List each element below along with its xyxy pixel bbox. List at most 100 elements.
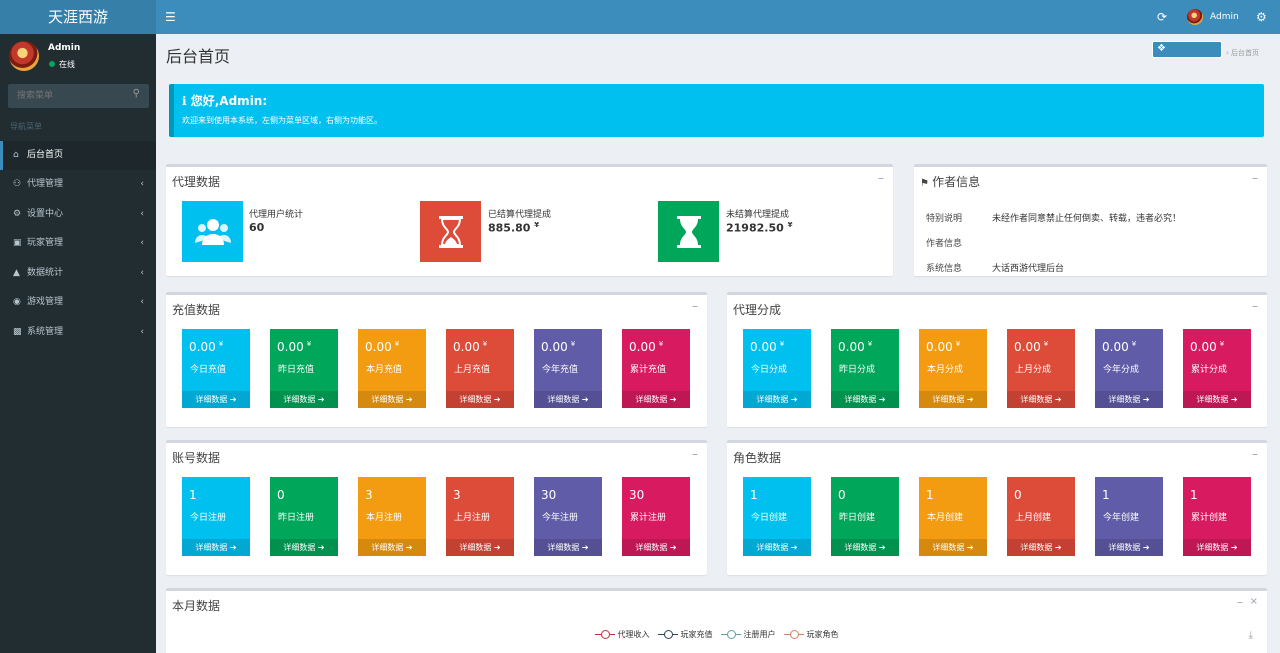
tile-value: 1	[926, 488, 934, 502]
tile-unit: ¥	[779, 340, 785, 348]
legend-label: 玩家角色	[806, 630, 839, 639]
more-info-link[interactable]: 详细数据 ➔	[446, 391, 514, 408]
id-card-icon: ▣	[13, 238, 22, 248]
tile-value: 30	[629, 488, 645, 502]
stat-tile: 0 昨日创建 详细数据 ➔	[831, 477, 899, 556]
legend-item[interactable]: 玩家充值	[657, 629, 713, 640]
stat-tile: 0.00 ¥ 昨日分成 详细数据 ➔	[831, 329, 899, 408]
more-info-link[interactable]: 详细数据 ➔	[270, 391, 338, 408]
sidebar-search-input[interactable]	[8, 84, 126, 108]
more-info-link[interactable]: 详细数据 ➔	[622, 539, 690, 556]
arrow-circle-right-icon: ➔	[1142, 395, 1150, 404]
arrow-circle-right-icon: ➔	[581, 395, 589, 404]
arrow-circle-right-icon: ➔	[493, 395, 501, 404]
menu-toggle-icon[interactable]: ☰	[165, 10, 176, 24]
more-info-link[interactable]: 详细数据 ➔	[1007, 391, 1075, 408]
more-info-link[interactable]: 详细数据 ➔	[358, 391, 426, 408]
legend-item[interactable]: 注册用户	[720, 629, 776, 640]
sidebar-item-players[interactable]: ▣ 玩家管理 ‹	[0, 229, 156, 258]
sidebar-item-home[interactable]: ⌂ 后台首页	[0, 141, 156, 170]
author-row-label: 作者信息	[926, 239, 963, 249]
tile-label: 本月分成	[927, 365, 964, 375]
app-logo[interactable]: 天涯西游	[0, 0, 156, 34]
collapse-button[interactable]: –	[878, 171, 884, 185]
home-icon: ⌂	[13, 150, 19, 160]
more-info-link[interactable]: 详细数据 ➔	[919, 539, 987, 556]
collapse-button[interactable]: –	[692, 447, 698, 461]
sidebar-item-stats[interactable]: ▲ 数据统计 ‹	[0, 259, 156, 288]
stat-tile: 0.00 ¥ 今年分成 详细数据 ➔	[1095, 329, 1163, 408]
arrow-circle-right-icon: ➔	[1230, 395, 1238, 404]
more-info-link[interactable]: 详细数据 ➔	[182, 539, 250, 556]
avatar[interactable]	[1187, 9, 1203, 25]
info-box-label: 未结算代理提成	[726, 210, 790, 220]
author-row-value: 大话西游代理后台	[992, 264, 1065, 274]
user-avatar	[9, 41, 39, 71]
tile-label: 今日分成	[751, 365, 788, 375]
breadcrumb-home-button[interactable]: ❖	[1152, 41, 1222, 58]
more-info-link[interactable]: 详细数据 ➔	[446, 539, 514, 556]
gamepad-icon: ◉	[13, 297, 21, 307]
arrow-circle-right-icon: ➔	[317, 395, 325, 404]
more-info-link[interactable]: 详细数据 ➔	[182, 391, 250, 408]
more-info-link[interactable]: 详细数据 ➔	[919, 391, 987, 408]
chevron-left-icon: ‹	[140, 179, 144, 189]
tile-label: 本月创建	[927, 513, 964, 523]
close-button[interactable]: ×	[1249, 596, 1258, 607]
sidebar-item-agents[interactable]: ⚇ 代理管理 ‹	[0, 170, 156, 199]
stat-tile: 1 累计创建详细数据 ➔	[1183, 477, 1251, 556]
arrow-circle-right-icon: ➔	[669, 543, 677, 552]
arrow-circle-right-icon: ➔	[493, 543, 501, 552]
more-info-link[interactable]: 详细数据 ➔	[358, 539, 426, 556]
more-info-link[interactable]: 详细数据 ➔	[270, 539, 338, 556]
more-info-link[interactable]: 详细数据 ➔	[743, 539, 811, 556]
more-info-link[interactable]: 详细数据 ➔	[622, 391, 690, 408]
recharge-data-box: 充值数据 – 0.00 ¥ 今日充值 详细数据 ➔ 0.00 ¥ 昨日充值 详细数据 ➔ 0.0…	[166, 292, 707, 427]
legend-item[interactable]: 玩家角色	[783, 629, 839, 640]
collapse-button[interactable]: –	[692, 299, 698, 313]
more-info-link[interactable]: 详细数据 ➔	[743, 391, 811, 408]
account-data-box: 账号数据 – 1 今日注册 详细数据 ➔ 0 昨日注册 详细数据 ➔ 3 本月注册 详细数据 ➔…	[166, 440, 707, 575]
collapse-button[interactable]: –	[1252, 299, 1258, 313]
arrow-circle-right-icon: ➔	[790, 543, 798, 552]
more-info-link[interactable]: 详细数据 ➔	[1183, 539, 1251, 556]
tile-label: 今日充值	[190, 365, 227, 375]
legend-label: 玩家充值	[680, 630, 713, 639]
more-info-link[interactable]: 详细数据 ➔	[831, 391, 899, 408]
user-menu[interactable]: Admin	[1210, 12, 1239, 22]
gears-icon[interactable]: ⚙	[1256, 10, 1267, 24]
tile-value: 1	[1190, 488, 1198, 502]
gears-icon: ⚙	[13, 209, 22, 219]
legend-item[interactable]: 代理收入	[594, 629, 650, 640]
arrow-circle-right-icon: ➔	[1142, 543, 1150, 552]
author-row-value: 未经作者同意禁止任何倒卖、转载，违者必究！	[992, 214, 1182, 224]
tile-label: 昨日创建	[839, 513, 876, 523]
info-box-value: 60	[249, 221, 265, 234]
refresh-icon[interactable]: ⟳	[1157, 10, 1168, 24]
tile-label: 累计注册	[630, 513, 667, 523]
more-info-link[interactable]: 详细数据 ➔	[831, 539, 899, 556]
collapse-button[interactable]: –	[1252, 171, 1258, 185]
stat-tile: 1 今年创建 详细数据 ➔	[1095, 477, 1163, 556]
tile-label: 累计创建	[1191, 513, 1228, 523]
stat-tile: 0 昨日注册 详细数据 ➔	[270, 477, 338, 556]
more-info-link[interactable]: 详细数据 ➔	[1095, 391, 1163, 408]
collapse-button[interactable]: –	[1237, 595, 1243, 609]
stat-tile: 1 今日创建 详细数据 ➔	[743, 477, 811, 556]
more-info-link[interactable]: 详细数据 ➔	[1095, 539, 1163, 556]
download-icon[interactable]: ⤓	[1248, 630, 1253, 641]
search-icon[interactable]: ⚲	[132, 88, 140, 99]
tile-value: 0.00 ¥	[189, 340, 224, 354]
sidebar-item-settings[interactable]: ⚙ 设置中心 ‹	[0, 200, 156, 229]
more-info-link[interactable]: 详细数据 ➔	[534, 391, 602, 408]
info-box-value: 21982.50 ¥	[726, 221, 793, 235]
sidebar-item-system[interactable]: ▩ 系统管理 ‹	[0, 318, 156, 347]
tile-value: 0.00 ¥	[926, 340, 961, 354]
collapse-button[interactable]: –	[1252, 447, 1258, 461]
chevron-left-icon: ‹	[140, 327, 144, 337]
more-info-link[interactable]: 详细数据 ➔	[1007, 539, 1075, 556]
more-info-link[interactable]: 详细数据 ➔	[1183, 391, 1251, 408]
sidebar-item-games[interactable]: ◉ 游戏管理 ‹	[0, 288, 156, 317]
users-icon: ⚇	[13, 179, 22, 189]
more-info-link[interactable]: 详细数据 ➔	[534, 539, 602, 556]
